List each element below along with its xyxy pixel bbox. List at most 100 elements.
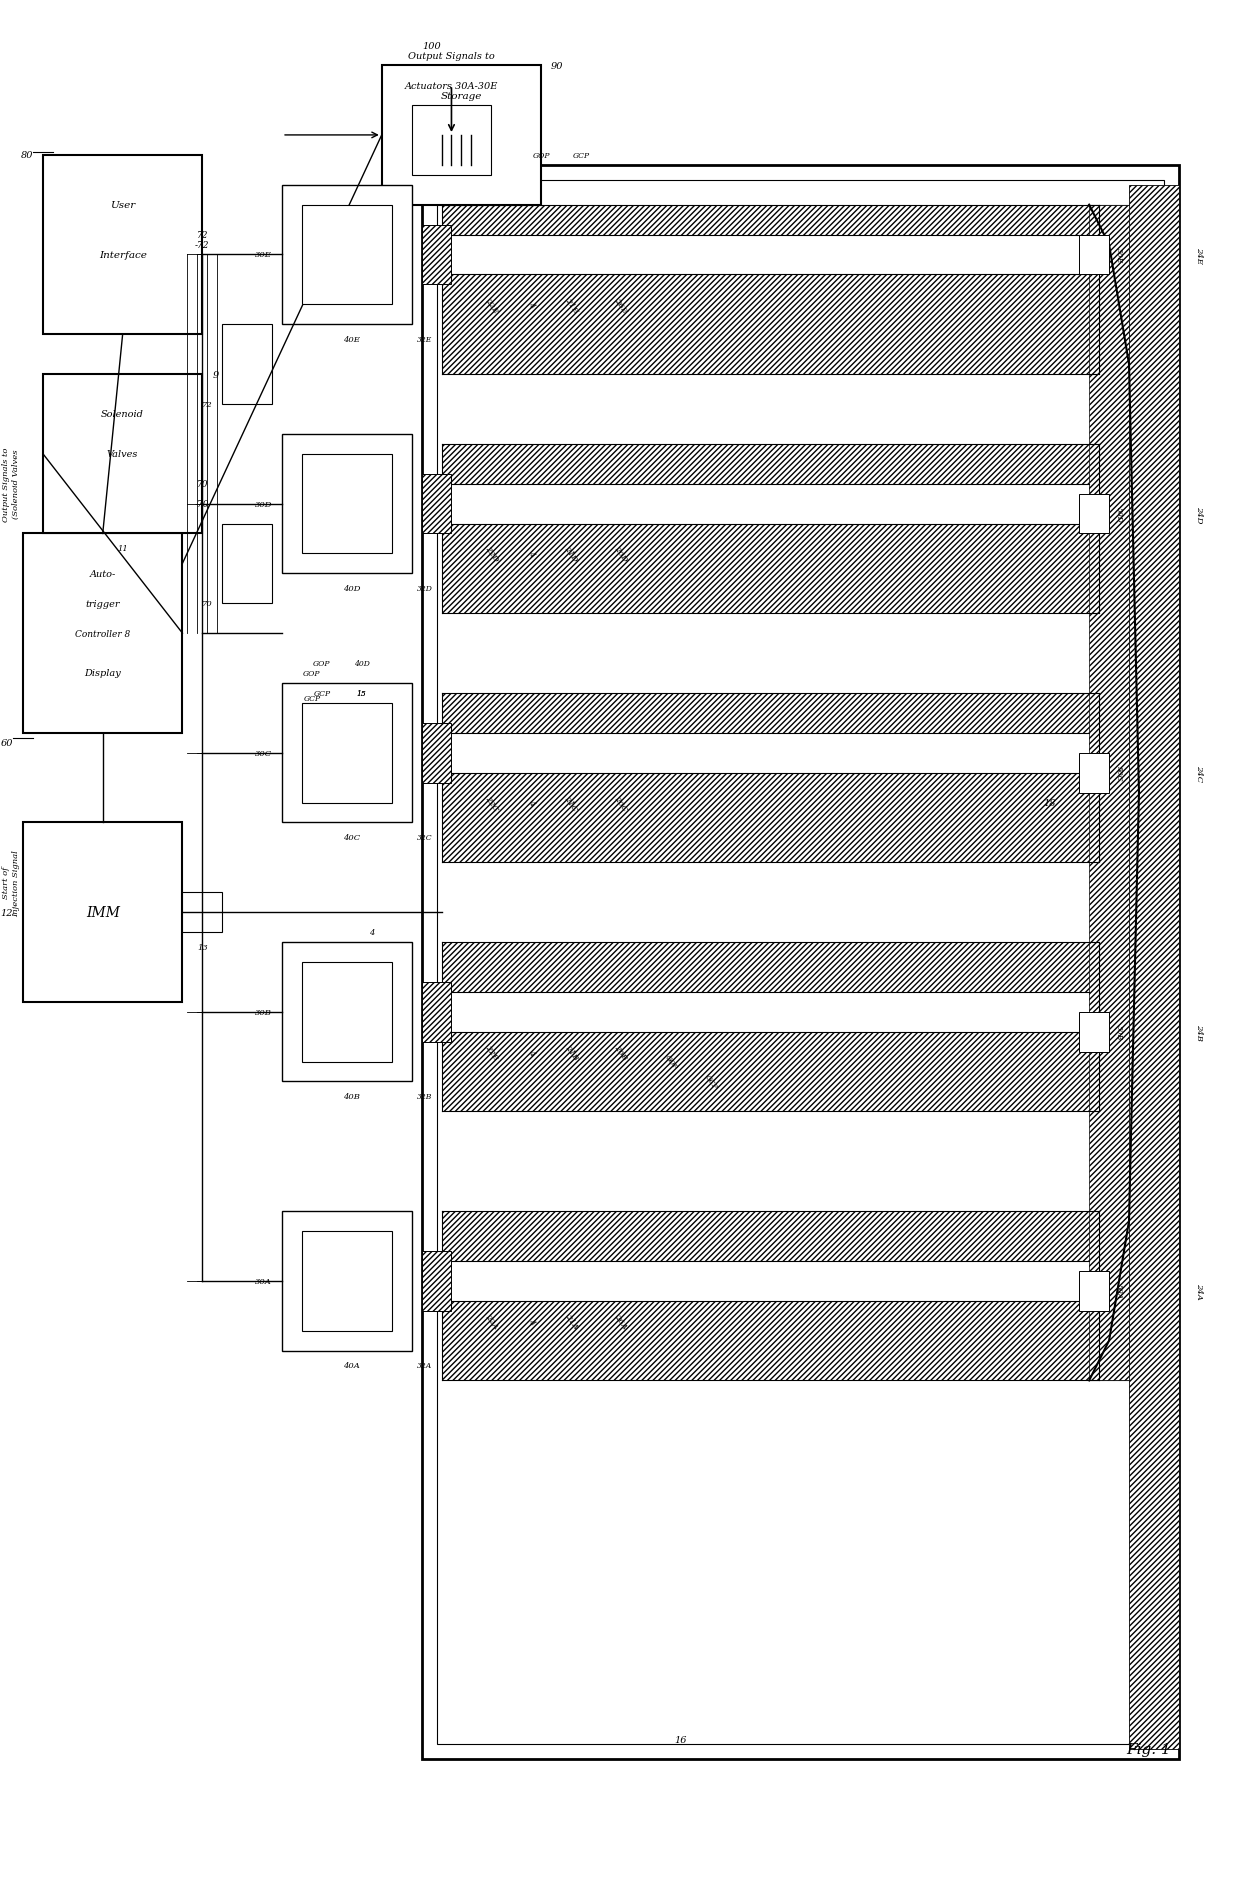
Text: 4: 4 bbox=[526, 1316, 536, 1325]
Bar bbox=[281, 683, 412, 822]
Bar bbox=[441, 1261, 1089, 1300]
Text: 72: 72 bbox=[202, 401, 212, 408]
Text: trigger: trigger bbox=[86, 598, 120, 608]
Text: 26A: 26A bbox=[613, 1312, 629, 1331]
Text: 4: 4 bbox=[526, 550, 536, 559]
Text: 22D: 22D bbox=[484, 544, 500, 563]
Text: 21B: 21B bbox=[563, 1043, 579, 1061]
Bar bbox=[412, 105, 491, 175]
Bar bbox=[1079, 495, 1109, 534]
Text: 50C: 50C bbox=[1115, 766, 1123, 781]
Bar bbox=[182, 892, 222, 933]
Bar bbox=[441, 694, 1099, 862]
Bar bbox=[303, 455, 392, 553]
Text: 90: 90 bbox=[551, 62, 564, 72]
Text: 21D: 21D bbox=[563, 544, 579, 563]
Text: GOP: GOP bbox=[532, 152, 549, 160]
Text: Fig. 1: Fig. 1 bbox=[1127, 1743, 1172, 1756]
Text: 32E: 32E bbox=[417, 337, 432, 344]
Bar bbox=[422, 982, 451, 1043]
Bar bbox=[303, 1231, 392, 1331]
Bar bbox=[1128, 186, 1179, 1748]
Bar bbox=[303, 962, 392, 1061]
Bar bbox=[43, 156, 202, 335]
Text: 22C: 22C bbox=[484, 794, 500, 813]
Text: 70: 70 bbox=[202, 600, 212, 608]
Bar bbox=[441, 943, 1099, 1112]
Bar bbox=[24, 534, 182, 734]
Bar bbox=[281, 186, 412, 326]
Bar bbox=[422, 474, 451, 534]
Text: 22A: 22A bbox=[484, 1312, 500, 1331]
Text: 16: 16 bbox=[675, 1735, 687, 1745]
Bar bbox=[436, 181, 1164, 1745]
Text: Interface: Interface bbox=[99, 250, 146, 260]
Text: User: User bbox=[110, 201, 135, 211]
Text: 24A: 24A bbox=[1195, 1284, 1203, 1299]
Text: Controller 8: Controller 8 bbox=[76, 629, 130, 638]
Text: Actuators 30A-30E: Actuators 30A-30E bbox=[404, 81, 498, 90]
Text: IMM: IMM bbox=[86, 905, 120, 920]
Text: 32B: 32B bbox=[417, 1093, 432, 1101]
Text: 40D: 40D bbox=[353, 661, 370, 668]
Text: 30B: 30B bbox=[255, 1009, 272, 1016]
Text: 21C: 21C bbox=[563, 794, 579, 813]
Text: GOP: GOP bbox=[662, 1054, 678, 1071]
Text: Storage: Storage bbox=[440, 92, 482, 100]
Text: GCP: GCP bbox=[314, 689, 331, 698]
Text: 9: 9 bbox=[212, 371, 218, 380]
Text: Output Signals to: Output Signals to bbox=[408, 51, 495, 60]
Text: 40E: 40E bbox=[343, 337, 361, 344]
Text: 32D: 32D bbox=[417, 585, 433, 593]
Text: 50B: 50B bbox=[1115, 1024, 1123, 1039]
Text: 70: 70 bbox=[197, 480, 208, 489]
Bar bbox=[441, 444, 1099, 614]
Text: 30A: 30A bbox=[255, 1278, 272, 1285]
Text: 80: 80 bbox=[21, 151, 33, 160]
Text: 26D: 26D bbox=[613, 544, 629, 563]
Bar bbox=[1079, 753, 1109, 792]
Text: 21E: 21E bbox=[563, 295, 579, 314]
Text: 13: 13 bbox=[197, 943, 208, 952]
Bar bbox=[382, 66, 541, 205]
Bar bbox=[422, 723, 451, 783]
Bar bbox=[1089, 205, 1128, 1381]
Text: 40A: 40A bbox=[343, 1363, 360, 1370]
Text: 30E: 30E bbox=[255, 252, 272, 260]
Text: 26E: 26E bbox=[613, 295, 629, 314]
Bar bbox=[281, 943, 412, 1082]
Text: 11: 11 bbox=[118, 546, 128, 553]
Bar bbox=[222, 525, 272, 604]
Text: 30C: 30C bbox=[255, 749, 272, 757]
Text: 32A: 32A bbox=[417, 1363, 432, 1370]
Bar bbox=[1079, 1013, 1109, 1052]
Bar bbox=[43, 375, 202, 534]
Bar bbox=[1079, 235, 1109, 275]
Text: 72: 72 bbox=[197, 231, 208, 239]
Text: -70: -70 bbox=[195, 501, 210, 508]
Text: 40B: 40B bbox=[343, 1093, 361, 1101]
Text: GCP: GCP bbox=[573, 152, 589, 160]
Text: Output Signals to
(Solenoid Valves: Output Signals to (Solenoid Valves bbox=[2, 448, 20, 521]
Text: 4: 4 bbox=[526, 1048, 536, 1056]
Text: 60: 60 bbox=[0, 740, 14, 747]
Text: 15: 15 bbox=[357, 689, 367, 698]
Text: 40C: 40C bbox=[343, 834, 361, 841]
Text: 26C: 26C bbox=[613, 794, 629, 813]
Text: 24E: 24E bbox=[1195, 247, 1203, 263]
Text: GCP: GCP bbox=[304, 694, 320, 702]
Text: 15: 15 bbox=[357, 689, 367, 698]
Text: 24D: 24D bbox=[1195, 506, 1203, 523]
Bar bbox=[422, 1252, 451, 1312]
Bar bbox=[281, 1212, 412, 1351]
Text: 18: 18 bbox=[1043, 798, 1055, 807]
Text: 50E: 50E bbox=[1115, 248, 1123, 263]
Text: 30D: 30D bbox=[254, 501, 272, 508]
Text: Auto-: Auto- bbox=[89, 570, 115, 578]
Bar bbox=[441, 734, 1089, 774]
Text: 4: 4 bbox=[370, 928, 374, 937]
Bar bbox=[281, 435, 412, 574]
Bar bbox=[441, 484, 1089, 525]
Text: Start of
Injection Signal: Start of Injection Signal bbox=[2, 849, 20, 917]
Text: 100: 100 bbox=[422, 41, 441, 51]
